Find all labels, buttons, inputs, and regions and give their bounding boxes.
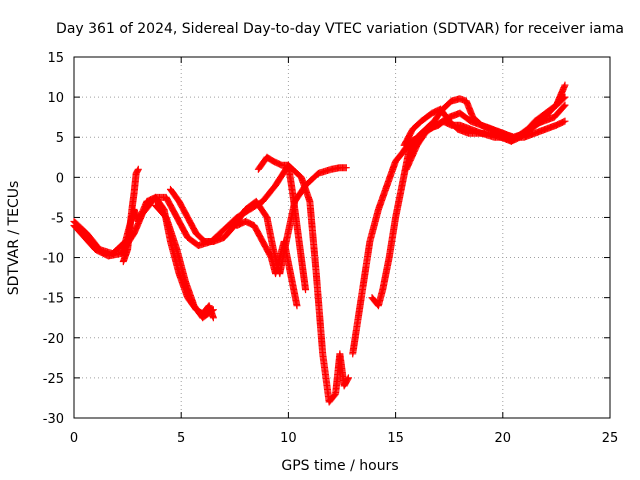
data-point: [561, 101, 569, 109]
data-point: [302, 286, 310, 294]
series-trace-c: [119, 165, 142, 266]
y-tick-label: -20: [43, 332, 64, 347]
data-point: [344, 375, 352, 383]
y-tick-label: -25: [43, 372, 64, 387]
plot-frame: [73, 56, 611, 419]
y-tick-label: 10: [47, 91, 64, 106]
y-tick-label: 15: [47, 51, 64, 66]
data-point: [208, 307, 216, 315]
series-trace-a: [70, 161, 352, 406]
data-points: [70, 81, 569, 406]
data-point: [209, 314, 217, 322]
x-axis-label: GPS time / hours: [281, 458, 398, 474]
x-tick-label: 20: [495, 431, 512, 446]
x-tick-label: 15: [387, 431, 404, 446]
y-tick-label: -15: [43, 292, 64, 307]
series-trace-k: [402, 81, 569, 173]
data-point: [342, 164, 350, 172]
series-trace-f: [233, 217, 301, 310]
x-tick-label: 5: [177, 431, 185, 446]
data-point: [560, 102, 568, 110]
series-trace-d: [166, 164, 350, 278]
y-tick-label: 5: [56, 131, 64, 146]
data-point: [561, 117, 569, 125]
x-tick-label: 0: [70, 431, 78, 446]
series-trace-g: [254, 153, 310, 294]
data-point: [561, 81, 569, 89]
data-point: [293, 302, 301, 310]
y-axis-label: SDTVAR / TECUs: [6, 181, 22, 296]
data-point: [134, 165, 142, 173]
data-point: [344, 374, 352, 382]
x-tick-label: 25: [602, 431, 619, 446]
y-tick-label: -5: [51, 211, 64, 226]
chart-title: Day 361 of 2024, Sidereal Day-to-day VTE…: [56, 21, 624, 37]
series-trace-e: [151, 201, 217, 322]
y-tick-label: -10: [43, 252, 64, 267]
data-point: [209, 306, 217, 314]
axis-ticks: 0 5 10 15 20 25 -30 -25 -20 -15 -10 -5 0 5 10 15: [43, 51, 619, 446]
y-tick-label: -30: [43, 412, 64, 427]
x-tick-label: 10: [280, 431, 297, 446]
y-tick-label: 0: [56, 171, 64, 186]
